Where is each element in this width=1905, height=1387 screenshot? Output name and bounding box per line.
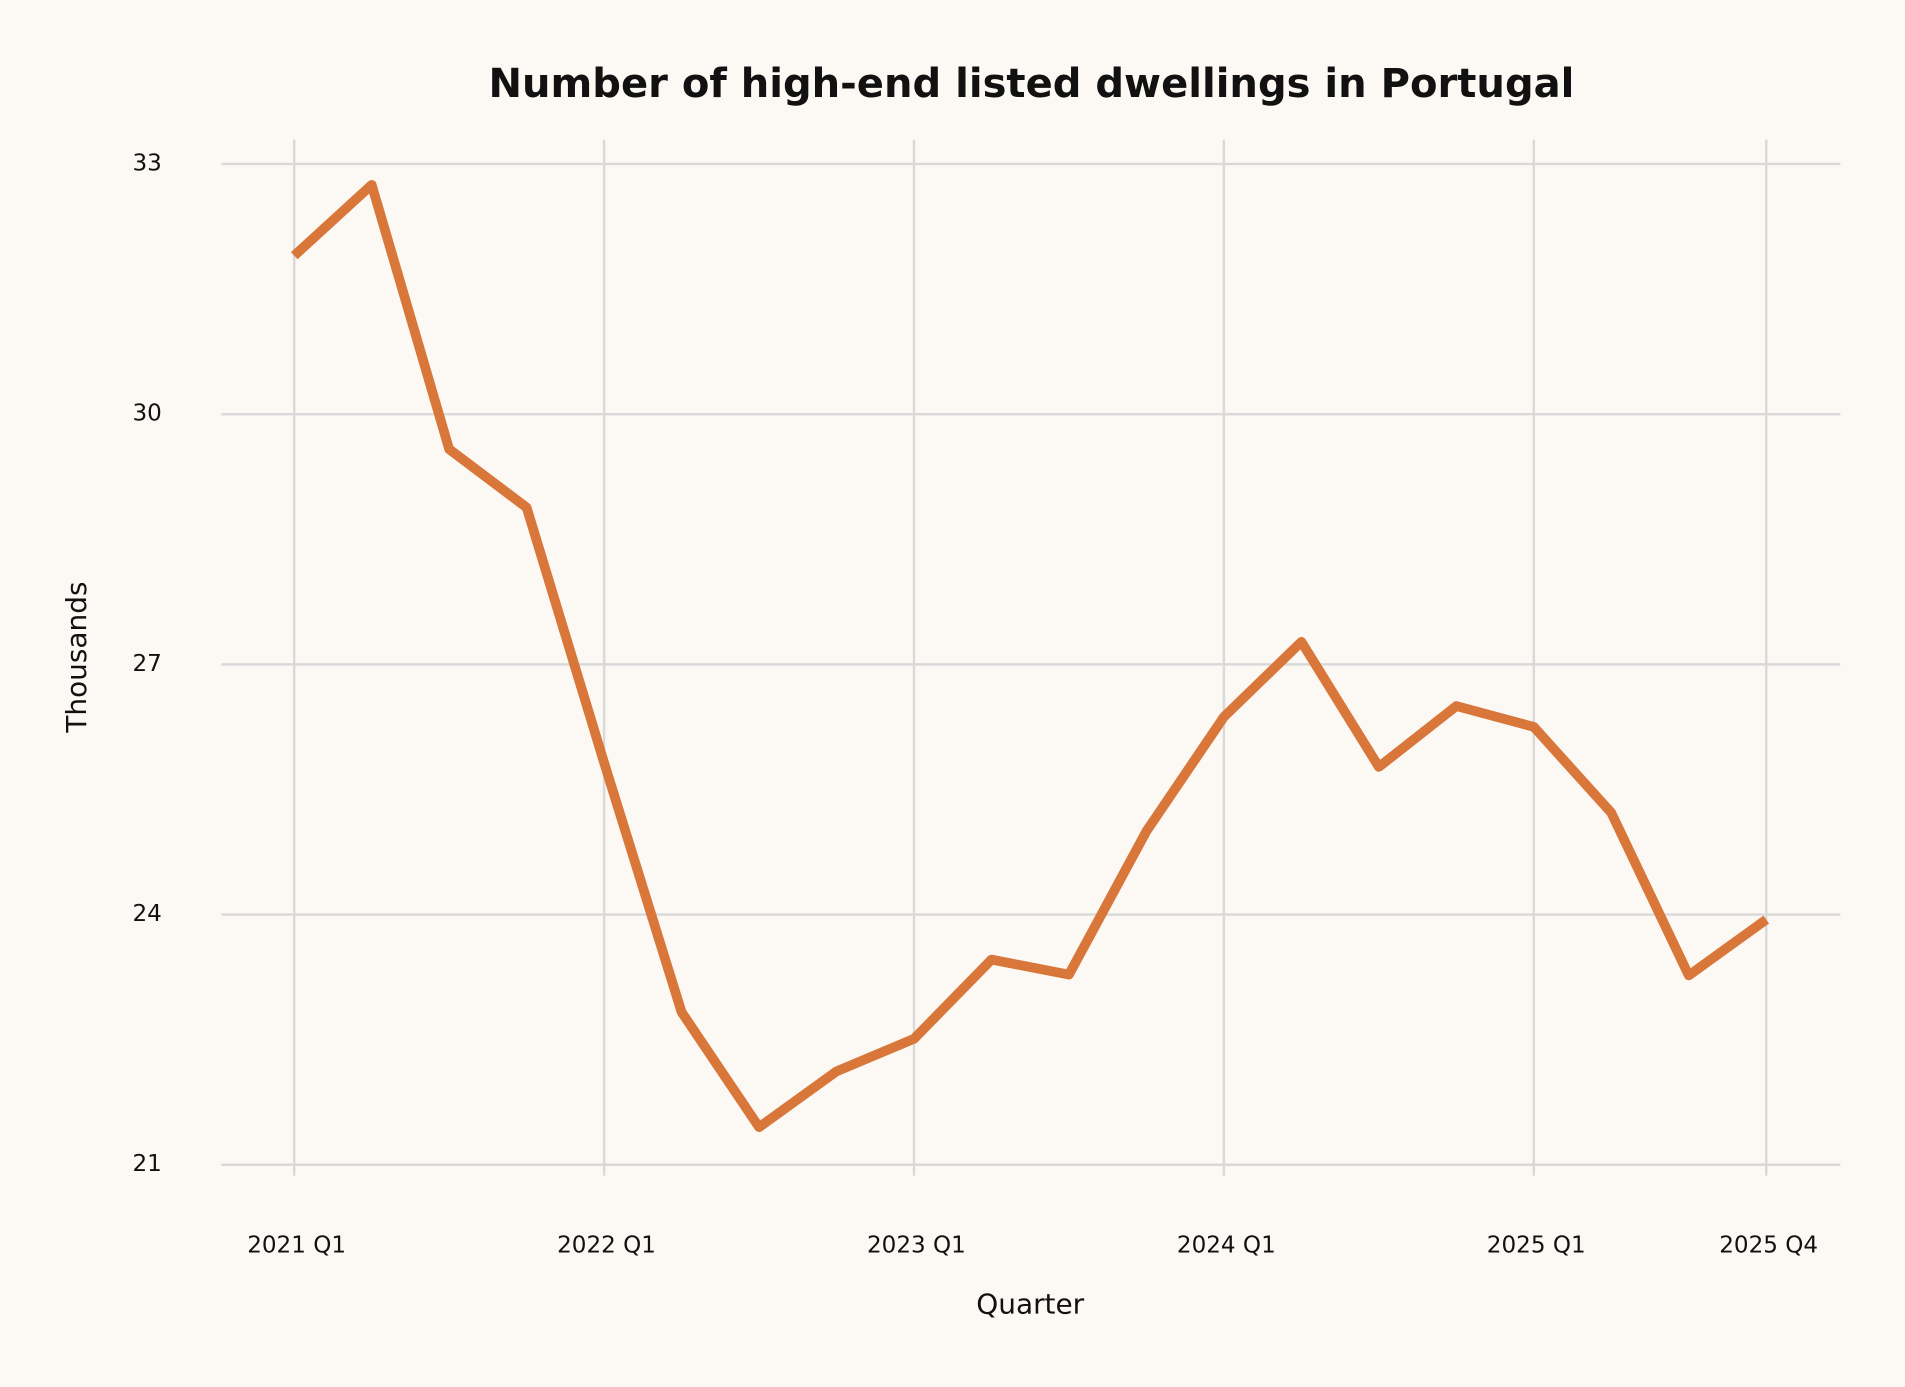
- y-tick-label: 30: [132, 401, 161, 427]
- x-tick-label: 2022 Q1: [557, 1233, 656, 1259]
- y-tick-label: 24: [132, 901, 161, 927]
- x-tick-label: 2025 Q4: [1719, 1233, 1818, 1259]
- x-tick-label: 2023 Q1: [867, 1233, 966, 1259]
- data-line: [290, 179, 1770, 1133]
- x-tick-label: 2025 Q1: [1487, 1233, 1586, 1259]
- grid: [221, 139, 1841, 1176]
- y-tick-label: 27: [132, 651, 161, 677]
- chart-title: Number of high-end listed dwellings in P…: [488, 61, 1574, 107]
- x-tick-label: 2024 Q1: [1177, 1233, 1276, 1259]
- x-axis-title: Quarter: [976, 1288, 1084, 1321]
- y-tick-label: 21: [132, 1151, 161, 1177]
- x-tick-label: 2021 Q1: [247, 1233, 346, 1259]
- y-tick-label: 33: [132, 150, 161, 176]
- y-axis-title: Thousands: [60, 581, 93, 733]
